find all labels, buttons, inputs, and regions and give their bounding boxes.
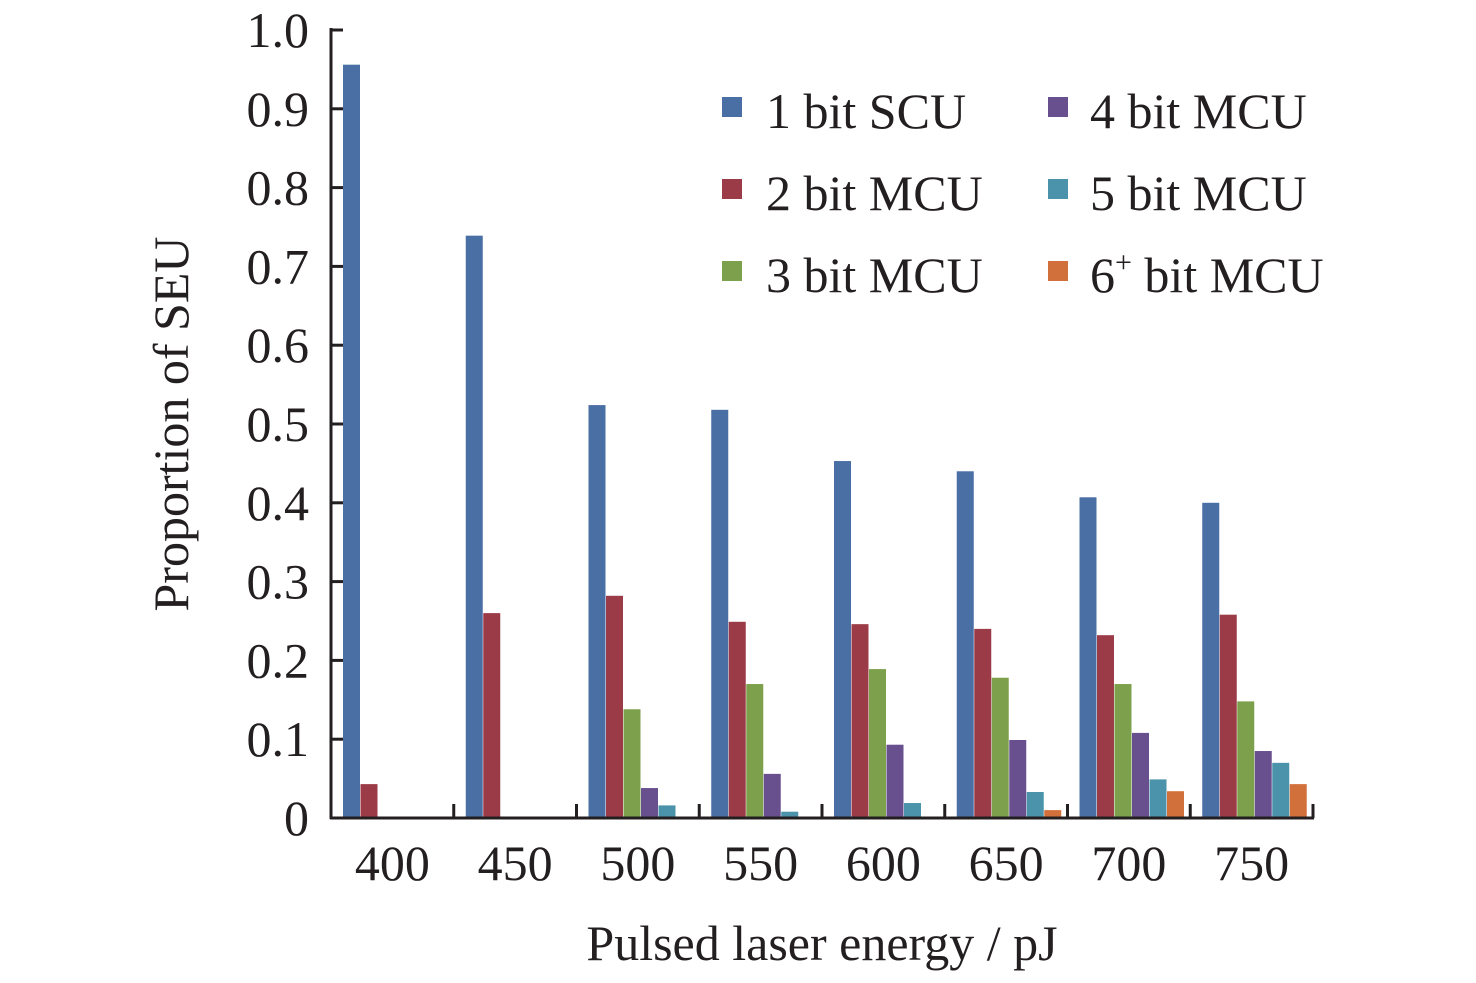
y-tick-label: 0.3: [247, 554, 310, 610]
bar-3-bit-mcu-700: [1114, 684, 1132, 818]
bar-4-bit-mcu-500: [641, 788, 658, 818]
bar-2-bit-mcu-500: [606, 595, 623, 818]
bar-5-bit-mcu-750: [1272, 762, 1290, 818]
y-tick-label: 0.8: [247, 160, 310, 216]
x-tick-label: 600: [846, 835, 921, 891]
legend-label: 4 bit MCU: [1090, 83, 1307, 139]
bar-1-bit-scu-400: [343, 64, 360, 818]
legend: 1 bit SCU 2 bit MCU 3 bit MCU 4 bit MCU 5 bi…: [722, 83, 1324, 303]
bar-3-bit-mcu-600: [869, 669, 886, 818]
y-tick-label: 0.9: [247, 81, 310, 137]
x-tick-label: 550: [723, 835, 798, 891]
legend-label: 3 bit MCU: [766, 247, 983, 303]
bar-5-bit-mcu-500: [658, 805, 676, 818]
bar-2-bit-mcu-700: [1097, 635, 1114, 818]
bar-5-bit-mcu-700: [1149, 779, 1167, 818]
legend-label: 5 bit MCU: [1090, 165, 1307, 221]
legend-label: 2 bit MCU: [766, 165, 983, 221]
bar-4-bit-mcu-650: [1009, 739, 1027, 818]
legend-swatch: [722, 97, 742, 117]
legend-swatch: [722, 179, 742, 199]
bar-6-bit-mcu-650: [1044, 810, 1062, 818]
y-tick-label: 0.7: [247, 238, 310, 294]
axes-layer: 0 0.1 0.2 0.3 0.4 0.5 0.6 0.7 0.8 0.9 1.0 400 450 500…: [247, 2, 1315, 891]
bar-1-bit-scu-500: [588, 405, 606, 818]
y-tick-label: 0.5: [247, 396, 310, 452]
bars-layer: [343, 64, 1307, 819]
x-tick-label: 750: [1214, 835, 1289, 891]
y-tick-label: 0.2: [247, 632, 310, 688]
legend-label: 6+ bit MCU: [1090, 246, 1324, 303]
x-tick-label: 400: [355, 835, 430, 891]
x-tick-label: 650: [969, 835, 1044, 891]
bar-1-bit-scu-650: [956, 471, 974, 818]
bar-1-bit-scu-550: [711, 409, 729, 818]
bar-2-bit-mcu-400: [360, 784, 378, 818]
x-tick-label: 500: [600, 835, 675, 891]
bar-1-bit-scu-600: [834, 461, 851, 818]
bar-4-bit-mcu-700: [1132, 732, 1149, 818]
legend-swatch: [1048, 179, 1068, 199]
bar-3-bit-mcu-500: [623, 709, 641, 818]
bar-2-bit-mcu-600: [851, 624, 869, 818]
y-tick-label: 0.4: [247, 475, 310, 531]
bar-3-bit-mcu-550: [746, 684, 764, 818]
y-tick-label: 0.1: [247, 711, 310, 767]
bar-2-bit-mcu-450: [483, 613, 501, 818]
legend-swatch: [722, 261, 742, 281]
bar-1-bit-scu-750: [1202, 502, 1220, 818]
bar-2-bit-mcu-550: [728, 621, 746, 818]
bar-3-bit-mcu-650: [991, 677, 1009, 818]
bar-5-bit-mcu-650: [1026, 791, 1044, 818]
y-tick-label: 0.6: [247, 317, 310, 373]
x-axis-label: Pulsed laser energy / pJ: [586, 915, 1057, 971]
bar-2-bit-mcu-650: [974, 628, 992, 818]
legend-swatch: [1048, 97, 1068, 117]
bar-1-bit-scu-450: [465, 235, 483, 819]
y-axis-label: Proportion of SEU: [143, 237, 199, 612]
bar-4-bit-mcu-600: [886, 744, 904, 818]
x-tick-label: 450: [478, 835, 553, 891]
bar-6-bit-mcu-750: [1289, 784, 1307, 818]
y-tick-label: 0: [284, 790, 309, 846]
y-tick-label: 1.0: [247, 2, 310, 58]
bar-5-bit-mcu-550: [781, 811, 799, 818]
x-tick-label: 700: [1091, 835, 1166, 891]
bar-4-bit-mcu-750: [1254, 751, 1272, 818]
bar-5-bit-mcu-600: [904, 803, 921, 818]
bar-6-bit-mcu-700: [1167, 791, 1184, 818]
bar-3-bit-mcu-750: [1237, 701, 1255, 818]
bar-1-bit-scu-700: [1079, 497, 1097, 818]
legend-swatch: [1048, 261, 1068, 281]
bar-2-bit-mcu-750: [1219, 614, 1237, 818]
legend-label: 1 bit SCU: [766, 83, 966, 139]
bar-4-bit-mcu-550: [763, 773, 781, 818]
